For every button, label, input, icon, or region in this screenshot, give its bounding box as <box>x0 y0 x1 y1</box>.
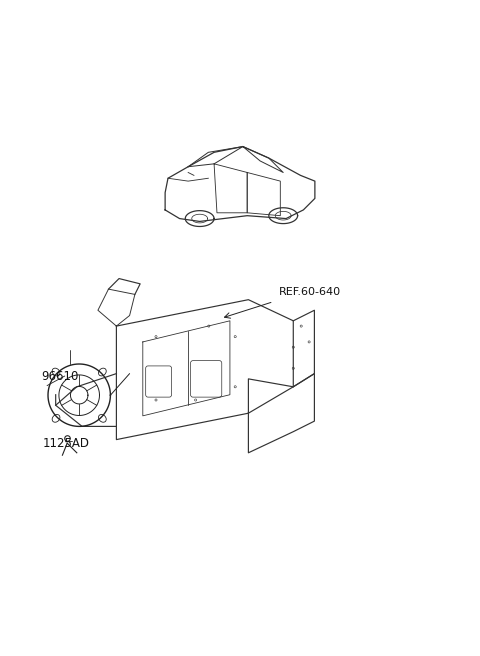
Text: REF.60-640: REF.60-640 <box>278 287 340 297</box>
Text: 96610: 96610 <box>41 369 78 382</box>
Text: 1125AD: 1125AD <box>42 437 89 450</box>
